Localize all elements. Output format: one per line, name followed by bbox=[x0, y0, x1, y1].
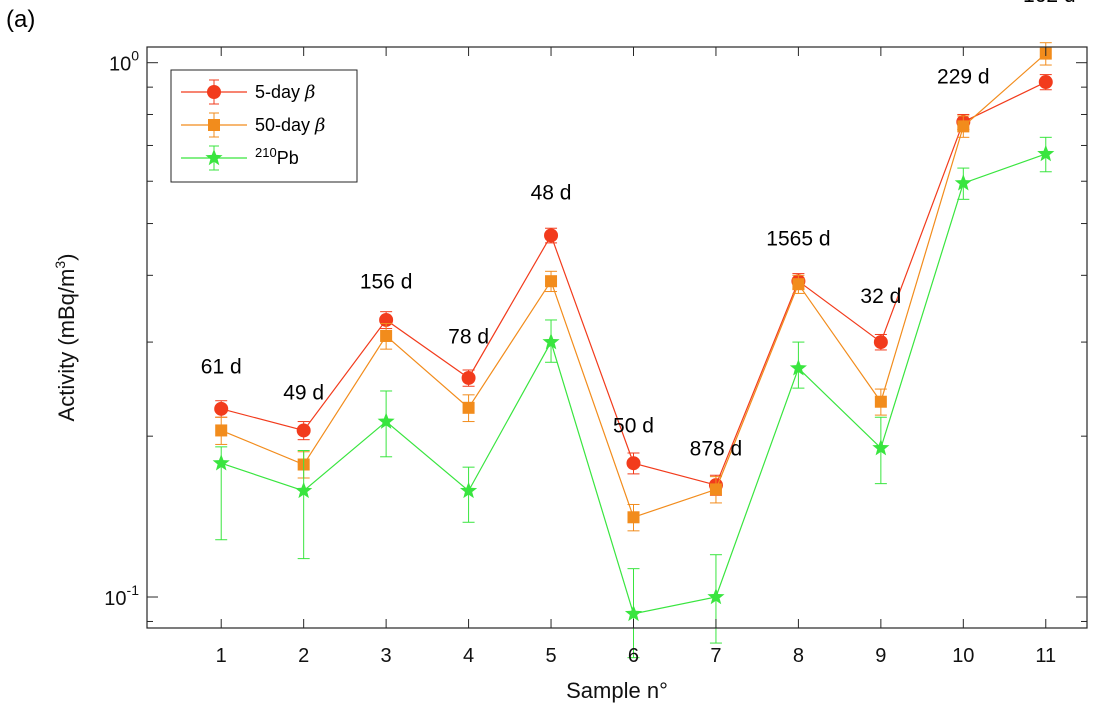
legend-label-text: 5-day bbox=[255, 82, 305, 102]
y-axis-label: Activity (mBq/m3) bbox=[52, 254, 79, 422]
data-point bbox=[462, 401, 475, 414]
data-point bbox=[873, 335, 888, 350]
legend-item: 50-day β bbox=[181, 112, 325, 138]
x-tick-label: 8 bbox=[793, 645, 804, 667]
data-point bbox=[377, 412, 395, 429]
legend-label-text: Pb bbox=[277, 148, 299, 168]
x-tick-label: 7 bbox=[710, 645, 721, 667]
annotation-label: 878 d bbox=[690, 438, 743, 461]
annotation-label: 61 d bbox=[201, 356, 242, 379]
legend-label-symbol: β bbox=[304, 82, 315, 103]
annotation-label: 49 d bbox=[283, 382, 324, 405]
data-point bbox=[215, 424, 228, 437]
x-tick-label: 5 bbox=[545, 645, 556, 667]
data-point bbox=[1037, 144, 1055, 162]
y-axis-label-main: Activity (mBq/m bbox=[54, 269, 79, 422]
data-point bbox=[874, 395, 887, 408]
annotation-label: -162 d bbox=[1016, 0, 1076, 7]
x-tick-label: 9 bbox=[875, 645, 886, 667]
data-point bbox=[542, 333, 560, 350]
x-tick-label: 4 bbox=[463, 645, 474, 667]
legend-label-symbol: β bbox=[314, 115, 325, 136]
y-tick-exponent: -1 bbox=[127, 582, 140, 598]
x-tick-label: 6 bbox=[628, 645, 639, 667]
plot-frame bbox=[146, 46, 1088, 629]
legend-item: 210Pb bbox=[181, 145, 299, 171]
legend-label: 50-day β bbox=[255, 115, 325, 136]
annotation-label: 156 d bbox=[360, 270, 413, 293]
x-tick-label: 3 bbox=[381, 645, 392, 667]
data-point bbox=[296, 423, 311, 438]
y-tick-label: 10-1 bbox=[104, 582, 139, 610]
data-point bbox=[624, 604, 643, 622]
annotation-label: 229 d bbox=[937, 65, 990, 88]
legend-label: 5-day β bbox=[255, 82, 315, 103]
y-axis-label-sup: 3 bbox=[52, 261, 68, 269]
data-point bbox=[709, 483, 722, 496]
legend-label-sup: 210 bbox=[255, 145, 277, 160]
y-tick-base: 10 bbox=[109, 54, 131, 76]
data-point bbox=[214, 401, 229, 416]
data-point bbox=[792, 278, 805, 291]
x-tick-label: 11 bbox=[1035, 645, 1056, 667]
y-axis-label-end: ) bbox=[54, 254, 79, 261]
data-point bbox=[545, 275, 558, 288]
y-tick-exponent: 0 bbox=[131, 48, 139, 64]
data-point bbox=[707, 588, 725, 605]
data-point bbox=[957, 120, 970, 133]
panel-label: (a) bbox=[6, 6, 35, 33]
data-point bbox=[626, 456, 641, 471]
x-tick-label: 2 bbox=[298, 645, 309, 667]
y-tick-base: 10 bbox=[104, 588, 126, 610]
data-point bbox=[212, 454, 230, 471]
legend-item: 5-day β bbox=[181, 79, 315, 105]
x-tick-label: 1 bbox=[216, 645, 227, 667]
data-point bbox=[1038, 75, 1053, 90]
series-line bbox=[221, 153, 1046, 615]
data-point bbox=[789, 359, 807, 376]
y-tick-label: 100 bbox=[109, 48, 139, 76]
annotation-label: 78 d bbox=[448, 326, 489, 349]
annotation-label: 32 d bbox=[860, 285, 901, 308]
legend-marker bbox=[205, 149, 223, 166]
legend-box bbox=[170, 69, 358, 183]
annotation-label: 50 d bbox=[613, 415, 654, 438]
legend-marker bbox=[207, 85, 221, 99]
data-point bbox=[544, 228, 559, 243]
legend-marker bbox=[208, 119, 220, 131]
data-point bbox=[460, 481, 478, 499]
data-point bbox=[954, 174, 972, 191]
x-tick-label: 10 bbox=[952, 645, 974, 667]
legend-label: 210Pb bbox=[255, 145, 299, 168]
data-point bbox=[295, 481, 313, 499]
annotations: 61 d 49 d 156 d 78 d 48 d 50 d 878 d 1565 d 32 d… bbox=[201, 0, 1076, 461]
data-point bbox=[627, 511, 640, 524]
legend-label-text: 50-day bbox=[255, 115, 315, 135]
annotation-label: 48 d bbox=[531, 181, 572, 204]
data-point bbox=[461, 370, 476, 385]
data-point bbox=[380, 329, 393, 342]
data-point bbox=[872, 439, 890, 456]
annotation-label: 1565 d bbox=[766, 227, 830, 250]
x-axis-label: Sample n° bbox=[566, 678, 668, 703]
